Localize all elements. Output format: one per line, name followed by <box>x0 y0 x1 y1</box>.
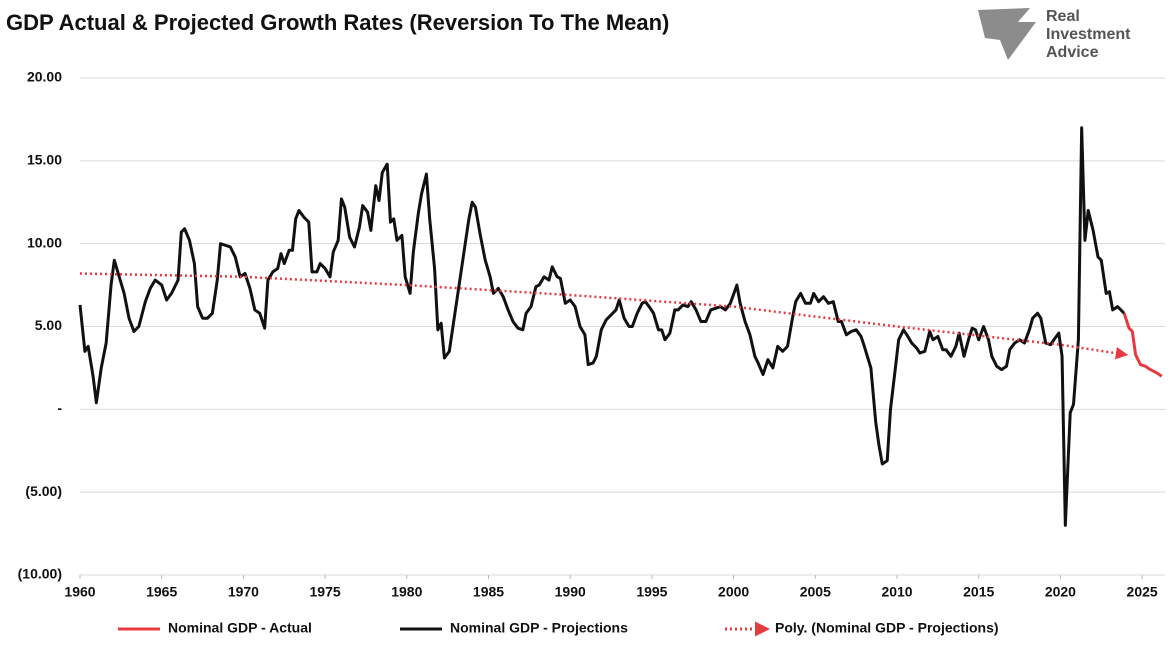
series-line <box>1122 312 1163 378</box>
x-tick-label: 2020 <box>1045 584 1076 600</box>
x-tick-label: 1975 <box>310 584 341 600</box>
logo-text: Real <box>1046 8 1080 25</box>
chart-title: GDP Actual & Projected Growth Rates (Rev… <box>6 10 669 35</box>
logo-icon <box>978 8 1036 60</box>
legend-label: Nominal GDP - Projections <box>450 620 628 636</box>
y-tick-label: (5.00) <box>25 483 62 499</box>
y-tick-label: - <box>57 400 62 416</box>
x-tick-label: 2000 <box>718 584 749 600</box>
x-tick-label: 1980 <box>391 584 422 600</box>
logo-text: Advice <box>1046 44 1099 61</box>
x-tick-label: 2005 <box>800 584 831 600</box>
y-tick-label: 10.00 <box>27 234 62 250</box>
y-tick-label: (10.00) <box>18 566 62 582</box>
x-tick-label: 2015 <box>963 584 994 600</box>
logo: Real Investment Advice <box>978 8 1131 61</box>
series-line <box>79 272 1129 360</box>
x-tick-label: 1970 <box>228 584 259 600</box>
logo-text: Investment <box>1046 26 1131 43</box>
x-tick-label: 2010 <box>881 584 912 600</box>
legend-label: Nominal GDP - Actual <box>168 620 312 636</box>
y-tick-label: 15.00 <box>27 152 62 168</box>
x-tick-label: 1965 <box>146 584 177 600</box>
y-tick-label: 20.00 <box>27 69 62 85</box>
x-tick-label: 1985 <box>473 584 504 600</box>
y-tick-label: 5.00 <box>35 317 62 333</box>
legend-label: Poly. (Nominal GDP - Projections) <box>775 620 999 636</box>
x-tick-label: 1995 <box>636 584 667 600</box>
x-tick-label: 1990 <box>555 584 586 600</box>
series-line <box>78 126 1126 527</box>
x-tick-label: 1960 <box>64 584 95 600</box>
x-tick-label: 2025 <box>1127 584 1158 600</box>
